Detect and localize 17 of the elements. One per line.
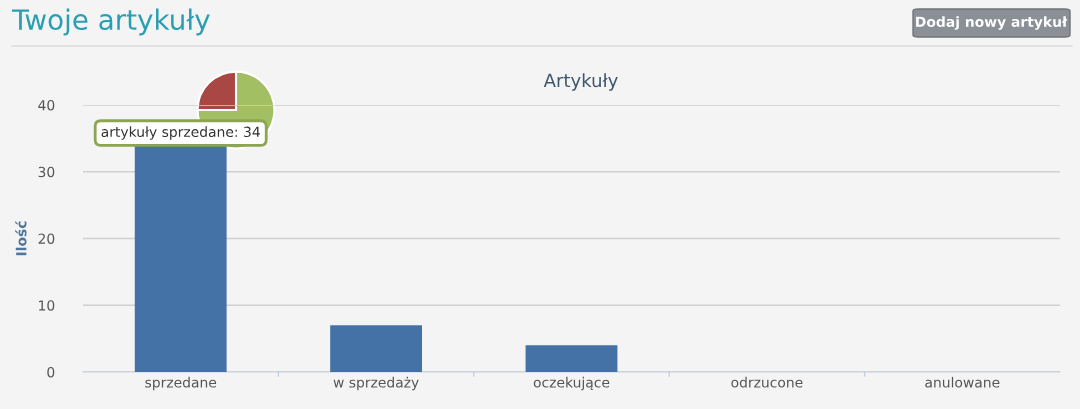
y-tick-label: 20 <box>38 233 55 244</box>
x-tick-label: odrzucone <box>731 376 803 388</box>
bar <box>330 325 423 372</box>
y-tick-label: 30 <box>38 166 55 178</box>
x-tick-label: anulowane <box>925 376 1000 388</box>
bar <box>525 345 618 372</box>
text: Dodaj nowy artykuł <box>916 16 1068 30</box>
y-axis-title: Ilość <box>15 221 27 256</box>
y-tick-label: 10 <box>39 300 55 311</box>
chart-title: Artykuły <box>543 73 618 91</box>
x-tick-label: oczekujące <box>533 376 610 391</box>
y-tick-label: 0 <box>47 366 55 378</box>
y-tick-label: 40 <box>38 99 55 111</box>
text: Twoje artykuły <box>11 8 210 36</box>
x-tick-label: sprzedane <box>145 376 217 391</box>
annotation: artykuły sprzedane: 34 <box>101 126 260 140</box>
x-tick-label: w sprzedaży <box>333 376 419 391</box>
